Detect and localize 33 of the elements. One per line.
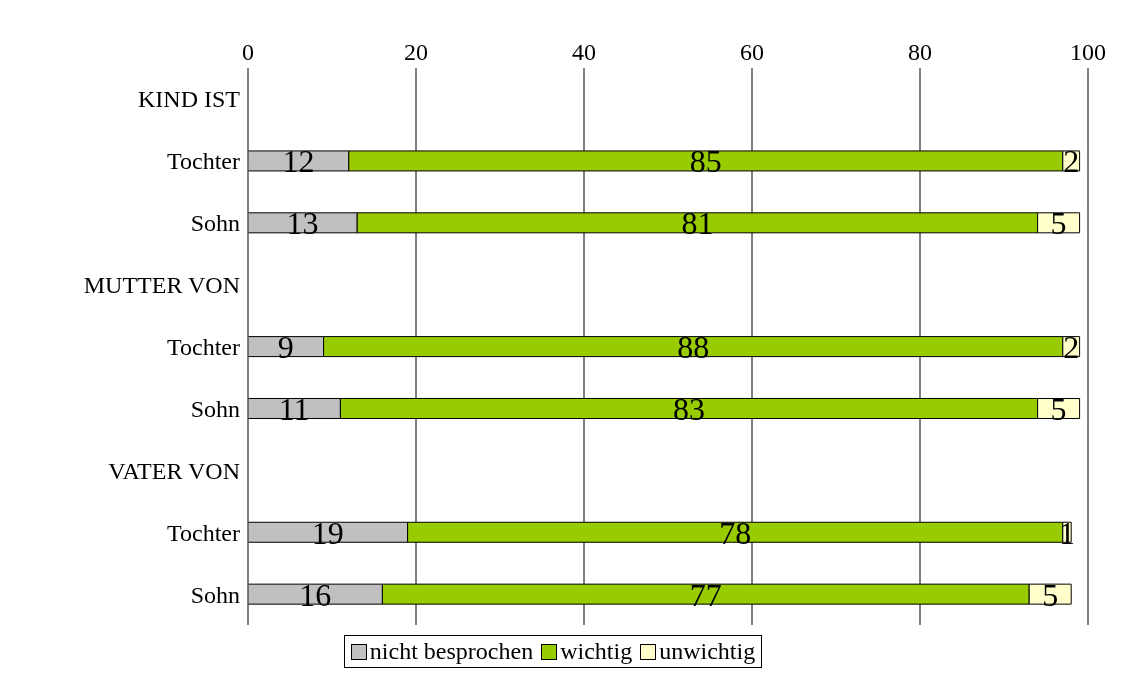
y-tick-label: Sohn (190, 395, 240, 422)
y-tick-label: Tochter (167, 334, 240, 361)
x-tick-label: 60 (740, 39, 764, 65)
data-label: 81 (681, 205, 714, 242)
data-label: 78 (719, 514, 752, 551)
data-label: 88 (677, 328, 710, 365)
y-tick-label: KIND IST (138, 86, 241, 113)
y-tick-label: Sohn (190, 210, 240, 237)
x-tick-label: 100 (1070, 39, 1106, 65)
x-tick-label: 20 (404, 39, 428, 65)
data-label: 77 (689, 576, 722, 613)
data-label: 9 (277, 328, 294, 365)
data-label: 11 (278, 390, 310, 427)
legend-label: nicht besprochen (368, 638, 534, 665)
data-label: 85 (689, 143, 722, 180)
x-tick-label: 40 (572, 39, 596, 65)
data-label: 16 (299, 576, 332, 613)
y-tick-label: VATER VON (108, 457, 240, 484)
data-label: 19 (311, 514, 344, 551)
data-label: 2 (1063, 143, 1080, 180)
y-tick-label: Sohn (190, 581, 240, 608)
legend-label: unwichtig (658, 638, 756, 665)
y-tick-label: MUTTER VON (83, 272, 240, 299)
data-label: 12 (282, 143, 315, 180)
y-tick-label: Tochter (167, 148, 240, 175)
data-label: 5 (1042, 576, 1059, 613)
data-label: 5 (1050, 205, 1067, 242)
y-tick-label: Tochter (167, 519, 240, 546)
x-tick-label: 0 (242, 39, 254, 65)
data-label: 13 (286, 205, 319, 242)
x-tick-label: 80 (908, 39, 932, 65)
data-label: 2 (1063, 328, 1080, 365)
legend-label: wichtig (559, 638, 633, 665)
